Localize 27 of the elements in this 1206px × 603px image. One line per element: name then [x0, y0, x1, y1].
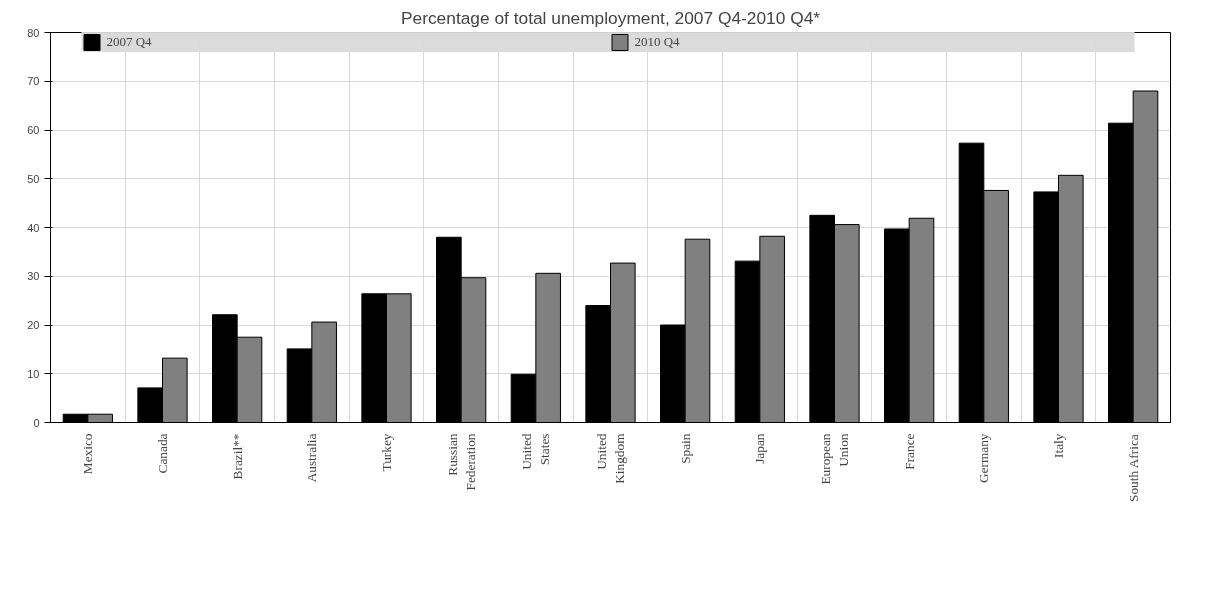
x-tick-label: Mexico: [80, 433, 96, 475]
y-tick-label: 80: [27, 26, 40, 39]
y-tick-label: 10: [27, 367, 40, 380]
legend-label: 2007 Q4: [106, 34, 153, 50]
y-tick-label: 20: [27, 319, 40, 331]
x-tick-label: Italy: [1051, 433, 1066, 458]
y-tick-label: 40: [27, 221, 40, 234]
x-tick-label: Spain: [677, 433, 693, 464]
x-tick-label: Germany: [976, 433, 992, 484]
chart-title: Percentage of total unemployment, 2007 Q4-2010 Q4*: [400, 7, 821, 28]
y-tick-label: 50: [27, 172, 40, 185]
x-tick-label: France: [901, 433, 917, 470]
y-tick-label: 0: [33, 416, 40, 429]
x-tick-label: Australia: [304, 433, 320, 483]
y-tick-label: 70: [27, 75, 40, 88]
x-tick-label: Turkey: [379, 433, 394, 472]
x-tick-label: United States: [519, 433, 553, 470]
x-tick-label: European Union: [818, 433, 851, 485]
y-tick-label: 60: [27, 124, 40, 136]
x-tick-label: Russian Federation: [444, 433, 478, 491]
x-tick-label: South Africa: [1125, 434, 1141, 502]
x-tick-label: Japan: [752, 433, 768, 464]
legend-label: 2010 Q4: [634, 34, 681, 50]
x-tick-label: Brazil**: [229, 433, 245, 480]
x-tick-label: Canada: [155, 433, 170, 474]
x-tick-label: United Kingdom: [594, 432, 627, 484]
y-tick-label: 30: [27, 270, 40, 283]
